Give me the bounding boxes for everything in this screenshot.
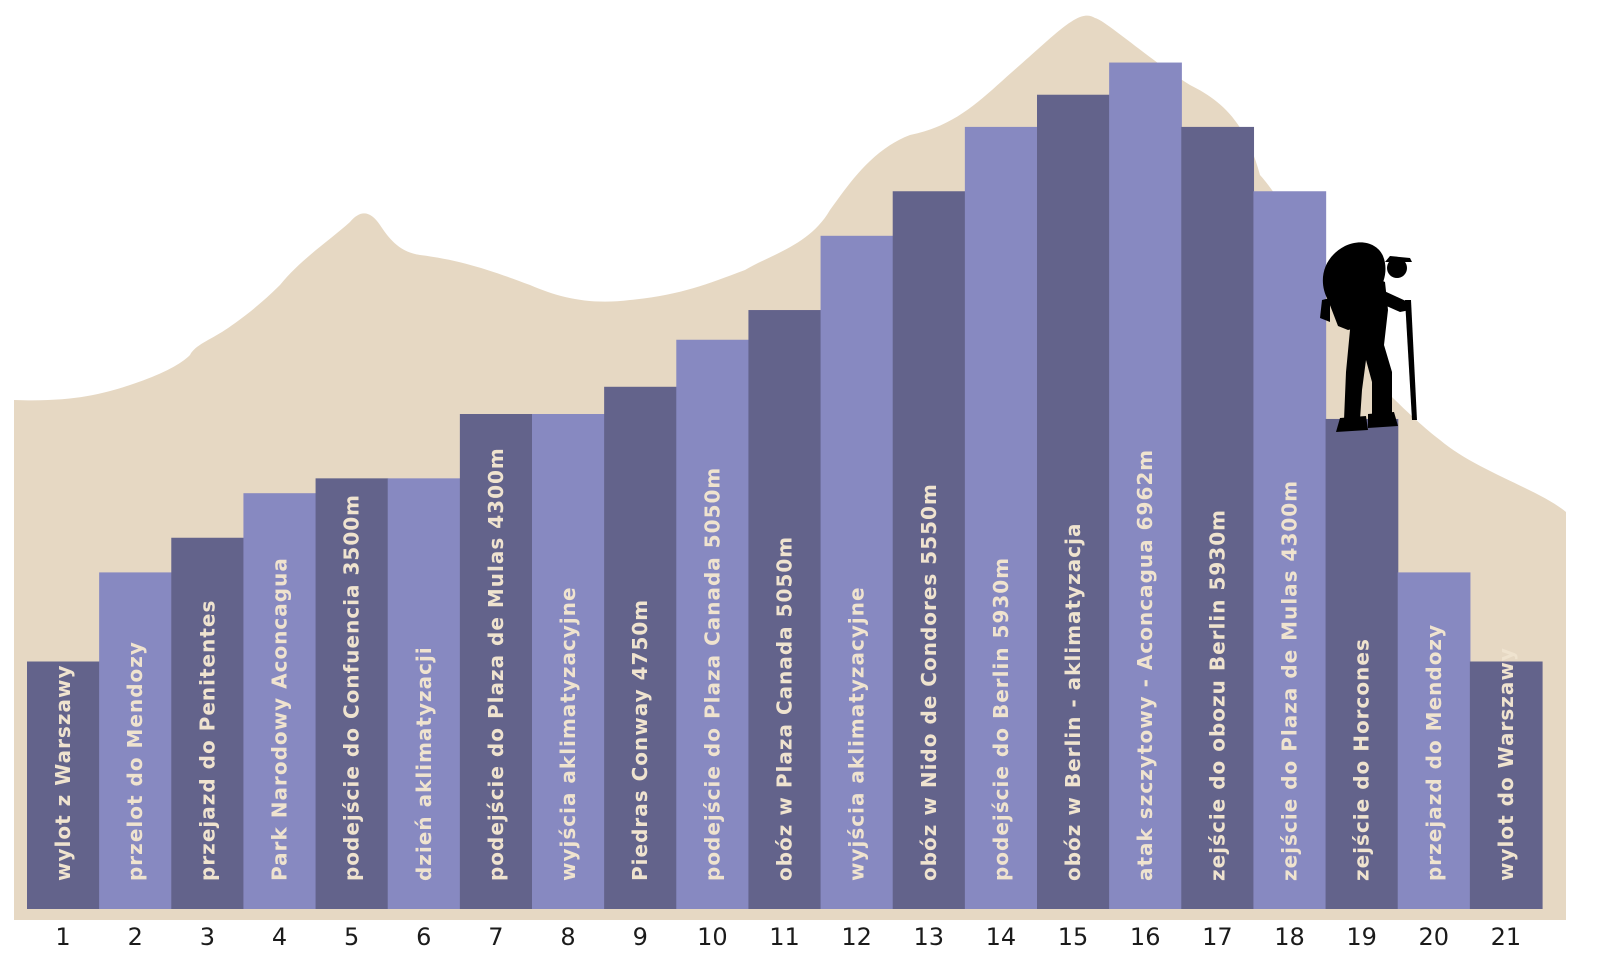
bar-label-day-3: przejazd do Penitentes	[195, 600, 219, 881]
bar-label-day-20: przejazd do Mendozy	[1422, 624, 1446, 881]
bar-label-day-6: dzień aklimatyzacji	[412, 646, 436, 881]
x-tick-label-8: 8	[560, 923, 575, 951]
bar-day-7	[459, 414, 533, 909]
bar-label-day-13: obóz w Nido de Condores 5550m	[917, 483, 941, 881]
bar-day-3	[171, 537, 245, 909]
bar-day-5	[315, 478, 389, 909]
bar-day-6	[387, 478, 461, 909]
bar-day-9	[604, 386, 677, 909]
x-tick-label-17: 17	[1202, 923, 1233, 951]
bar-day-15	[1037, 94, 1110, 910]
bar-day-8	[532, 414, 605, 909]
bar-label-day-11: obóz w Plaza Canada 5050m	[773, 536, 797, 881]
x-tick-label-6: 6	[416, 923, 431, 951]
bar-label-day-19: zejście do Horcones	[1350, 638, 1374, 881]
x-tick-label-10: 10	[697, 923, 728, 951]
x-tick-label-14: 14	[986, 923, 1017, 951]
x-tick-label-13: 13	[914, 923, 945, 951]
bars-layer	[27, 62, 1543, 910]
x-tick-label-9: 9	[633, 923, 648, 951]
bar-day-13	[892, 191, 966, 909]
x-tick-label-3: 3	[200, 923, 215, 951]
bar-day-19	[1325, 418, 1399, 909]
x-tick-label-21: 21	[1491, 923, 1522, 951]
bar-label-day-5: podejście do Confuencia 3500m	[340, 494, 364, 881]
bar-day-2	[99, 572, 172, 909]
bar-day-17	[1181, 126, 1255, 909]
bar-day-1	[27, 661, 100, 909]
bar-day-14	[964, 126, 1038, 909]
x-tick-label-20: 20	[1419, 923, 1450, 951]
bar-label-day-2: przelot do Mendozy	[123, 641, 147, 881]
x-tick-labels-layer: 1 2 3 4 5 6 7 8 9 10 11 12 13 14 15 16 17 18 19 20 21	[55, 923, 1521, 951]
x-tick-label-2: 2	[128, 923, 143, 951]
bar-label-day-15: obóz w Berlin - aklimatyzacja	[1061, 523, 1085, 881]
x-tick-label-7: 7	[488, 923, 503, 951]
bar-label-day-14: podejście do Berlin 5930m	[989, 557, 1013, 881]
x-tick-label-16: 16	[1130, 923, 1161, 951]
x-tick-label-18: 18	[1274, 923, 1305, 951]
bar-label-day-4: Park Narodowy Aconcagua	[268, 557, 292, 881]
bar-label-day-1: wylot z Warszawy	[51, 665, 75, 882]
x-tick-label-1: 1	[55, 923, 70, 951]
bar-label-day-9: Piedras Conway 4750m	[628, 599, 652, 881]
bar-day-21	[1469, 661, 1543, 909]
bar-day-10	[676, 339, 750, 909]
bar-day-16	[1109, 62, 1182, 910]
x-tick-label-5: 5	[344, 923, 359, 951]
bar-day-20	[1397, 572, 1471, 909]
bar-label-day-7: podejście do Plaza de Mulas 4300m	[484, 447, 508, 881]
hiker-silhouette-icon	[1320, 242, 1417, 432]
bar-label-day-18: zejście do Plaza de Mulas 4300m	[1278, 480, 1302, 881]
bar-label-day-21: wylot do Warszawy	[1494, 647, 1518, 881]
bar-day-18	[1253, 191, 1327, 909]
x-tick-label-11: 11	[769, 923, 800, 951]
bar-label-day-8: wyjścia aklimatyzacyjne	[556, 586, 580, 881]
bar-label-day-10: podejście do Plaza Canada 5050m	[700, 467, 724, 881]
bar-label-day-16: atak szczytowy - Aconcagua 6962m	[1133, 449, 1157, 881]
bar-labels-layer: wylot z Warszawy przelot do Mendozy przeja…	[51, 447, 1518, 881]
bar-day-11	[748, 310, 822, 909]
x-tick-label-15: 15	[1058, 923, 1089, 951]
x-tick-label-19: 19	[1346, 923, 1377, 951]
bar-day-4	[243, 493, 317, 909]
bar-label-day-17: zejście do obozu Berlin 5930m	[1205, 509, 1229, 881]
bar-label-day-12: wyjścia aklimatyzacyjne	[845, 586, 869, 881]
x-tick-label-12: 12	[841, 923, 872, 951]
x-tick-label-4: 4	[272, 923, 287, 951]
bar-day-12	[820, 235, 894, 910]
